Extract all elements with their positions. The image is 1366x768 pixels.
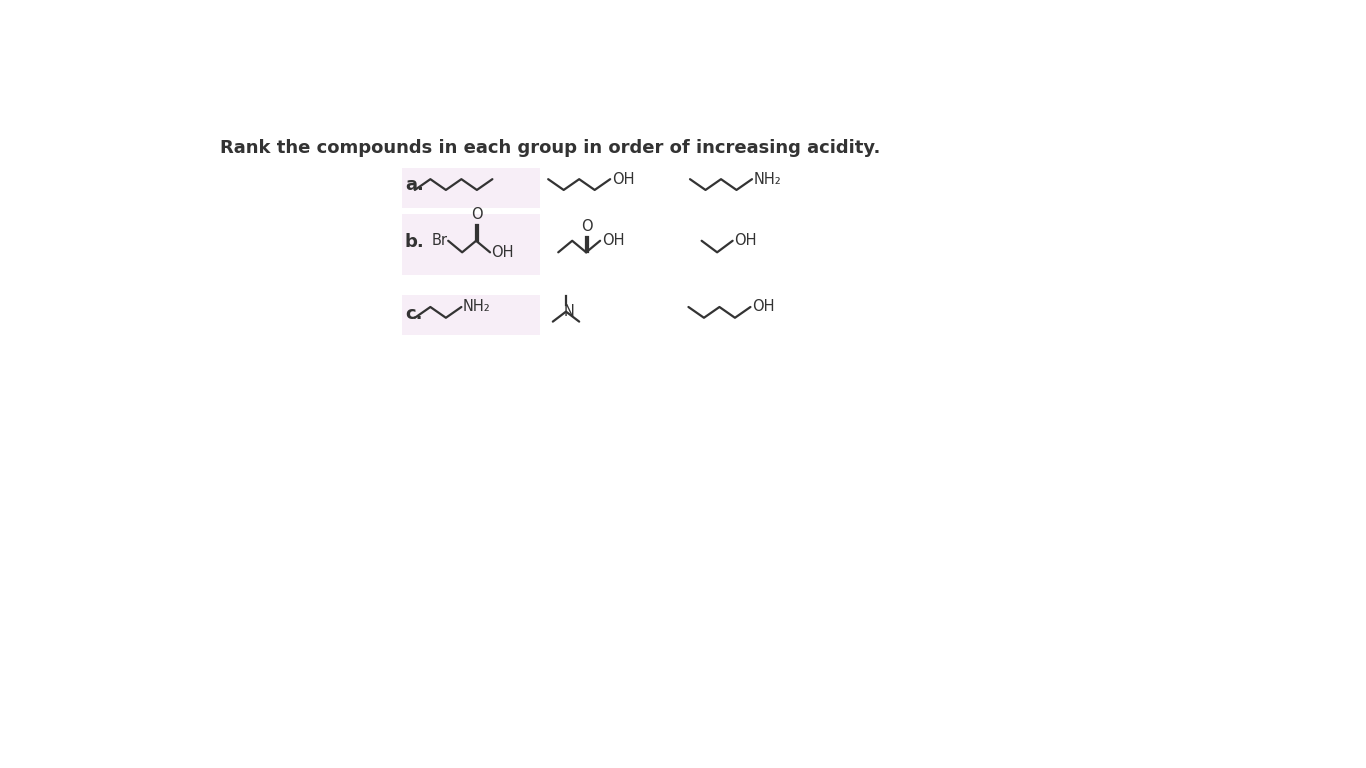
FancyBboxPatch shape [403,214,541,276]
Text: O: O [471,207,482,221]
Text: OH: OH [612,172,634,187]
Text: Br: Br [432,233,448,248]
Text: b.: b. [404,233,425,251]
Text: Rank the compounds in each group in order of increasing acidity.: Rank the compounds in each group in orde… [220,139,881,157]
Text: NH₂: NH₂ [754,172,781,187]
Text: OH: OH [753,300,775,314]
Text: a.: a. [404,176,423,194]
Text: c.: c. [404,305,422,323]
Text: N: N [564,304,575,319]
FancyBboxPatch shape [403,167,541,207]
Text: OH: OH [734,233,757,248]
Text: OH: OH [492,245,514,260]
Text: OH: OH [601,233,624,248]
Text: NH₂: NH₂ [463,300,490,314]
Text: O: O [581,219,593,233]
FancyBboxPatch shape [403,295,541,335]
